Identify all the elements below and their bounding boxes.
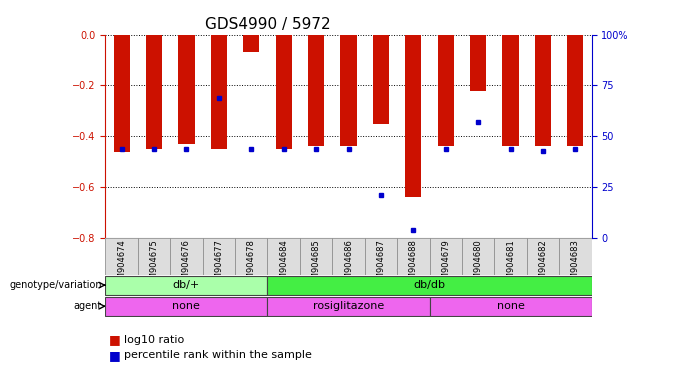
Text: GSM904682: GSM904682 xyxy=(539,239,547,290)
Text: GSM904675: GSM904675 xyxy=(150,239,158,290)
Text: GSM904683: GSM904683 xyxy=(571,239,580,290)
Bar xyxy=(267,297,430,316)
Bar xyxy=(203,238,235,275)
Text: GSM904679: GSM904679 xyxy=(441,239,450,290)
Bar xyxy=(364,238,397,275)
Bar xyxy=(494,238,527,275)
Bar xyxy=(178,35,194,144)
Text: ■: ■ xyxy=(109,349,120,362)
Text: GDS4990 / 5972: GDS4990 / 5972 xyxy=(205,17,330,32)
Text: GSM904688: GSM904688 xyxy=(409,239,418,290)
Bar xyxy=(211,35,227,149)
Bar xyxy=(105,238,138,275)
Text: none: none xyxy=(496,301,524,311)
Bar xyxy=(308,35,324,147)
Bar xyxy=(527,238,559,275)
Bar xyxy=(146,35,162,149)
Bar xyxy=(397,238,430,275)
Bar xyxy=(138,238,170,275)
Bar xyxy=(333,238,364,275)
Text: agent: agent xyxy=(73,301,102,311)
Bar xyxy=(503,35,519,147)
Text: GSM904687: GSM904687 xyxy=(377,239,386,290)
Bar xyxy=(373,35,389,124)
Bar xyxy=(105,297,267,316)
Text: GSM904678: GSM904678 xyxy=(247,239,256,290)
Bar xyxy=(341,35,356,147)
Bar xyxy=(567,35,583,147)
Bar xyxy=(300,238,333,275)
Text: ■: ■ xyxy=(109,333,120,346)
Bar xyxy=(235,238,267,275)
Text: GSM904685: GSM904685 xyxy=(311,239,320,290)
Bar xyxy=(430,238,462,275)
Bar xyxy=(535,35,551,147)
Text: genotype/variation: genotype/variation xyxy=(10,280,102,290)
Bar xyxy=(559,238,592,275)
Text: db/db: db/db xyxy=(413,280,445,290)
Text: db/+: db/+ xyxy=(173,280,200,290)
Bar xyxy=(170,238,203,275)
Bar xyxy=(462,238,494,275)
Text: rosiglitazone: rosiglitazone xyxy=(313,301,384,311)
Bar xyxy=(267,238,300,275)
Text: GSM904674: GSM904674 xyxy=(117,239,126,290)
Text: GSM904676: GSM904676 xyxy=(182,239,191,290)
Text: GSM904681: GSM904681 xyxy=(506,239,515,290)
Bar xyxy=(114,35,130,152)
Bar xyxy=(105,276,267,295)
Text: none: none xyxy=(173,301,201,311)
Bar xyxy=(470,35,486,91)
Bar xyxy=(267,276,592,295)
Bar xyxy=(438,35,454,147)
Bar xyxy=(405,35,422,197)
Bar xyxy=(430,297,592,316)
Bar xyxy=(275,35,292,149)
Bar xyxy=(243,35,259,52)
Text: GSM904686: GSM904686 xyxy=(344,239,353,290)
Text: GSM904684: GSM904684 xyxy=(279,239,288,290)
Text: GSM904677: GSM904677 xyxy=(214,239,223,290)
Text: log10 ratio: log10 ratio xyxy=(124,335,185,345)
Text: percentile rank within the sample: percentile rank within the sample xyxy=(124,350,312,360)
Text: GSM904680: GSM904680 xyxy=(474,239,483,290)
